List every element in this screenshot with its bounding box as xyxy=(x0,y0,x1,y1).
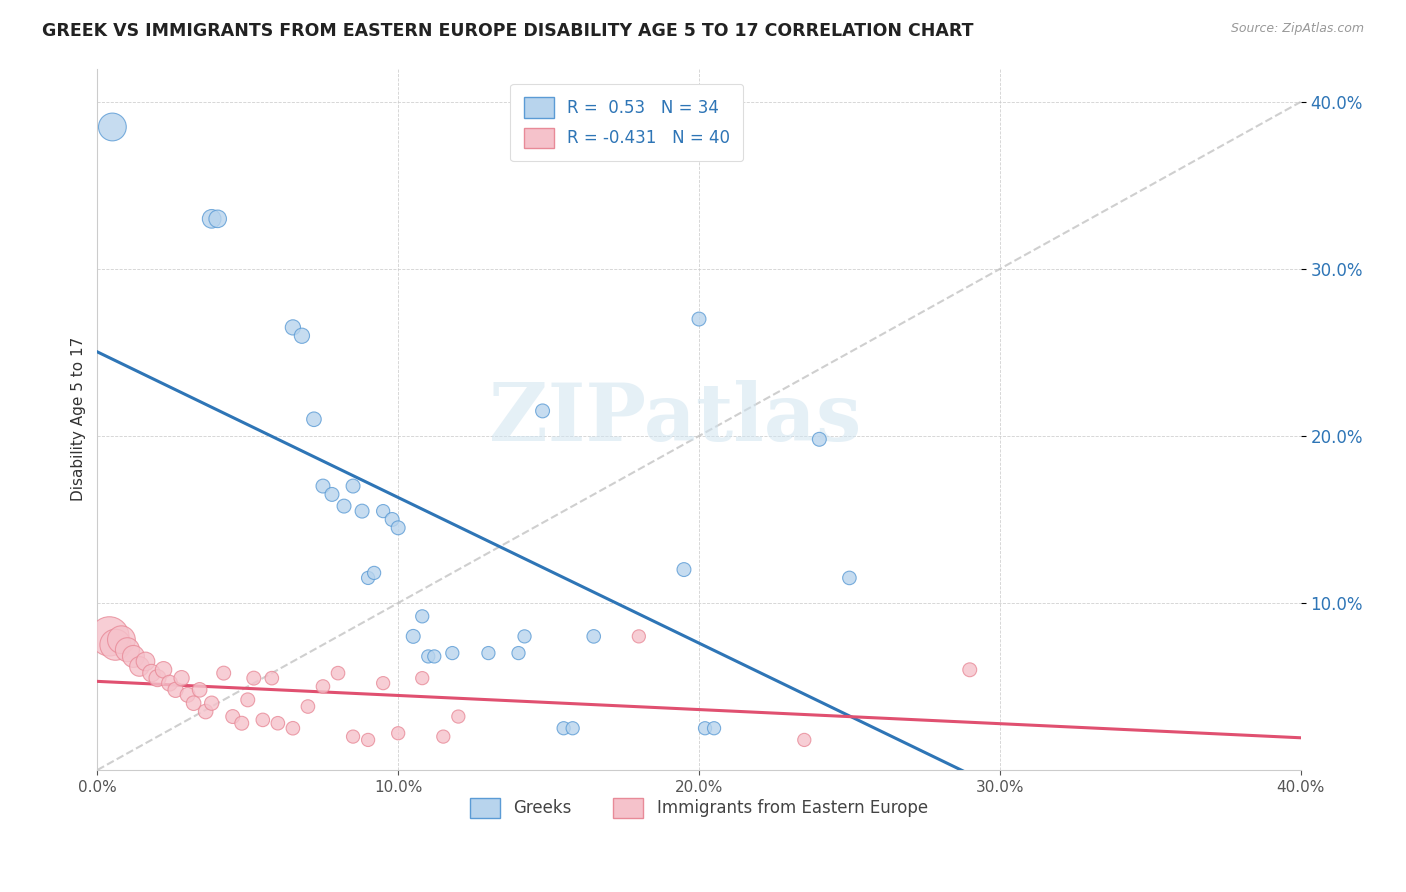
Point xyxy=(176,688,198,702)
Point xyxy=(561,721,583,735)
Point xyxy=(212,666,235,681)
Point xyxy=(117,642,139,657)
Point xyxy=(357,733,380,747)
Text: ZIPatlas: ZIPatlas xyxy=(489,380,860,458)
Point xyxy=(373,676,395,690)
Point xyxy=(236,693,259,707)
Point xyxy=(441,646,464,660)
Point xyxy=(141,666,163,681)
Point xyxy=(165,682,187,697)
Point xyxy=(387,521,409,535)
Point xyxy=(128,659,150,673)
Point xyxy=(267,716,290,731)
Point xyxy=(513,629,536,643)
Point xyxy=(242,671,264,685)
Point xyxy=(159,676,181,690)
Point xyxy=(326,666,349,681)
Point xyxy=(363,566,385,580)
Point xyxy=(688,312,710,326)
Point xyxy=(402,629,425,643)
Text: Source: ZipAtlas.com: Source: ZipAtlas.com xyxy=(1230,22,1364,36)
Point xyxy=(423,649,446,664)
Legend: Greeks, Immigrants from Eastern Europe: Greeks, Immigrants from Eastern Europe xyxy=(464,791,935,825)
Point xyxy=(321,487,343,501)
Point xyxy=(201,696,224,710)
Point xyxy=(222,709,245,723)
Point xyxy=(297,699,319,714)
Point xyxy=(312,680,335,694)
Point xyxy=(793,733,815,747)
Point xyxy=(207,211,229,226)
Point xyxy=(104,638,127,652)
Point xyxy=(342,730,364,744)
Point xyxy=(808,432,831,446)
Point xyxy=(183,696,205,710)
Point xyxy=(291,328,314,343)
Point xyxy=(508,646,530,660)
Point xyxy=(98,629,121,643)
Point xyxy=(672,563,695,577)
Point xyxy=(418,649,440,664)
Point xyxy=(252,713,274,727)
Point xyxy=(838,571,860,585)
Point xyxy=(553,721,575,735)
Point xyxy=(101,120,124,134)
Point xyxy=(194,705,217,719)
Point xyxy=(146,671,169,685)
Point xyxy=(188,682,211,697)
Point xyxy=(959,663,981,677)
Point xyxy=(201,211,224,226)
Point xyxy=(333,499,356,513)
Point xyxy=(381,512,404,526)
Point xyxy=(281,721,304,735)
Point xyxy=(703,721,725,735)
Point xyxy=(260,671,283,685)
Point xyxy=(447,709,470,723)
Point xyxy=(352,504,374,518)
Y-axis label: Disability Age 5 to 17: Disability Age 5 to 17 xyxy=(72,337,86,501)
Point xyxy=(693,721,716,735)
Point xyxy=(627,629,650,643)
Point xyxy=(357,571,380,585)
Point xyxy=(134,655,156,669)
Point xyxy=(152,663,174,677)
Point xyxy=(411,671,433,685)
Point xyxy=(170,671,193,685)
Point xyxy=(477,646,499,660)
Point xyxy=(411,609,433,624)
Point xyxy=(531,404,554,418)
Point xyxy=(122,649,145,664)
Text: GREEK VS IMMIGRANTS FROM EASTERN EUROPE DISABILITY AGE 5 TO 17 CORRELATION CHART: GREEK VS IMMIGRANTS FROM EASTERN EUROPE … xyxy=(42,22,974,40)
Point xyxy=(302,412,325,426)
Point xyxy=(582,629,605,643)
Point xyxy=(432,730,454,744)
Point xyxy=(342,479,364,493)
Point xyxy=(387,726,409,740)
Point xyxy=(110,632,132,647)
Point xyxy=(373,504,395,518)
Point xyxy=(312,479,335,493)
Point xyxy=(281,320,304,334)
Point xyxy=(231,716,253,731)
